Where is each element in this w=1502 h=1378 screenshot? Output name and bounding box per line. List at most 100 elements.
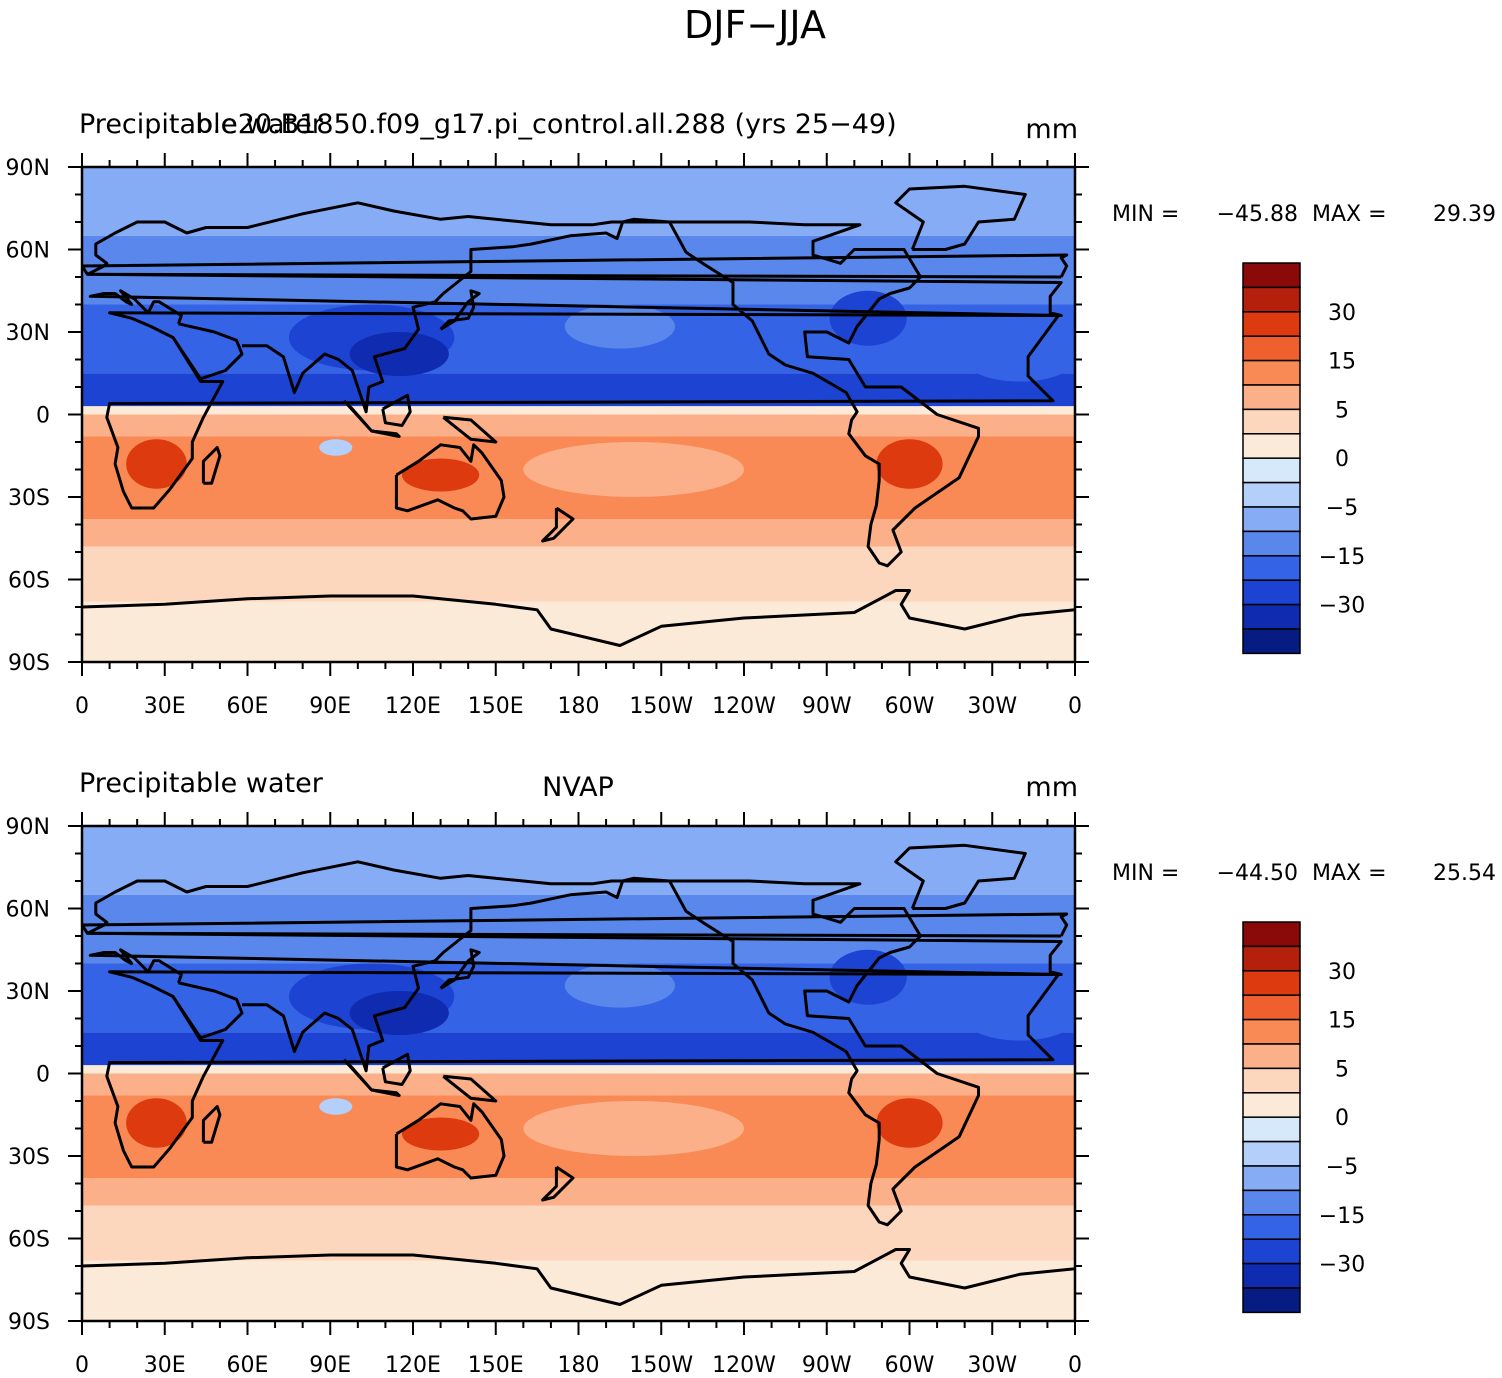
field-band xyxy=(82,414,1075,437)
field-band xyxy=(82,601,1075,662)
colorbar-swatch xyxy=(1242,1189,1301,1216)
colorbar-swatch xyxy=(1242,1140,1301,1167)
min-value: −45.88 xyxy=(1217,202,1298,227)
field-blob xyxy=(126,439,187,489)
lon-tick-label: 30E xyxy=(144,694,186,719)
field-blob xyxy=(915,859,1015,892)
figure-title: DJF−JJA xyxy=(684,3,826,47)
lon-tick-label: 0 xyxy=(1068,1353,1082,1378)
coastline xyxy=(171,322,244,381)
field-band xyxy=(82,1065,1075,1074)
colorbar-swatch xyxy=(1242,921,1301,948)
max-label: MAX = xyxy=(1312,861,1387,886)
field-blob xyxy=(319,439,353,456)
colorbar-swatch xyxy=(1242,311,1301,337)
coastline xyxy=(82,1248,1075,1306)
field-band xyxy=(82,1178,1075,1206)
lat-tick-label: 30N xyxy=(6,980,50,1005)
field-blob xyxy=(915,200,1015,233)
colorbar-swatch xyxy=(1242,1116,1301,1143)
coastline xyxy=(82,912,1069,938)
map-panel-1: 90N 60N 30N 0 30S 60S 90S 0 30E 60E 90E 120E 150E 180… xyxy=(6,109,1496,719)
field-band xyxy=(82,406,1075,415)
panel-case-label: NVAP xyxy=(542,772,614,803)
lon-tick-label: 180 xyxy=(558,694,600,719)
colorbar-swatch xyxy=(1242,384,1301,411)
lon-tick-label: 120E xyxy=(385,1353,441,1378)
colorbar-swatch xyxy=(1242,286,1301,313)
coastline xyxy=(541,506,575,543)
colorbar-label: 0 xyxy=(1335,1106,1349,1131)
coastline xyxy=(442,415,498,444)
lat-tick-label: 0 xyxy=(36,404,50,429)
colorbar-swatch xyxy=(1242,408,1301,435)
lat-tick-label: 90N xyxy=(6,815,50,840)
lat-tick-label: 90S xyxy=(8,651,50,676)
lon-tick-label: 90E xyxy=(309,694,351,719)
colorbar-label: 30 xyxy=(1328,301,1356,326)
colorbar: 30 15 5 0 −5 −15 −30 xyxy=(1242,262,1365,655)
lon-tick-label: 30W xyxy=(967,1353,1017,1378)
field-band xyxy=(82,1260,1075,1321)
lon-tick-label: 150E xyxy=(468,694,524,719)
colorbar: 30 15 5 0 −5 −15 −30 xyxy=(1242,921,1365,1314)
colorbar-swatch xyxy=(1242,945,1301,972)
field-band xyxy=(82,546,1075,602)
lon-tick-label: 60E xyxy=(227,1353,269,1378)
lat-tick-label: 60S xyxy=(8,1228,50,1253)
colorbar-swatch xyxy=(1242,603,1301,630)
colorbar-label: 0 xyxy=(1335,447,1349,472)
coastline xyxy=(439,948,481,990)
colorbar-label: 5 xyxy=(1335,398,1349,423)
coastline xyxy=(394,1102,506,1180)
field-blob xyxy=(349,332,449,376)
field-band xyxy=(82,894,1075,964)
colorbar-swatch xyxy=(1242,1238,1301,1265)
colorbar-swatch xyxy=(1242,1043,1301,1070)
colorbar-label: −15 xyxy=(1319,545,1365,570)
lon-tick-label: 30E xyxy=(144,1353,186,1378)
colorbar-swatch xyxy=(1242,481,1301,508)
lon-tick-label: 120E xyxy=(385,694,441,719)
min-label: MIN = xyxy=(1112,861,1179,886)
lon-tick-label: 60W xyxy=(885,694,935,719)
field-blob xyxy=(964,337,1075,382)
coastline xyxy=(342,399,374,433)
max-value: 29.39 xyxy=(1433,202,1496,227)
field-blob xyxy=(564,963,676,1008)
coastline xyxy=(171,981,244,1040)
coastline xyxy=(894,184,1027,251)
coastline xyxy=(201,446,222,485)
colorbar-swatch xyxy=(1242,628,1301,655)
coastline xyxy=(894,843,1027,910)
lat-tick-label: 90S xyxy=(8,1310,50,1335)
colorbar-label: 15 xyxy=(1328,350,1356,375)
lon-tick-label: 120W xyxy=(712,1353,776,1378)
colorbar-label: −30 xyxy=(1319,1253,1365,1278)
field-blob xyxy=(964,996,1075,1041)
lon-tick-label: 0 xyxy=(75,694,89,719)
coastline xyxy=(105,311,1060,510)
lat-tick-label: 30N xyxy=(6,321,50,346)
colorbar-swatch xyxy=(1242,335,1301,362)
field-band xyxy=(82,235,1075,305)
lon-tick-label: 150W xyxy=(629,694,693,719)
coastline xyxy=(371,1088,401,1097)
coastline xyxy=(442,1074,498,1103)
lon-tick-label: 180 xyxy=(558,1353,600,1378)
colorbar-swatch xyxy=(1242,530,1301,557)
lon-tick-label: 60E xyxy=(227,694,269,719)
coastline xyxy=(381,1052,412,1086)
colorbar-swatch xyxy=(1242,262,1301,289)
colorbar-label: −5 xyxy=(1326,496,1358,521)
colorbar-label: −30 xyxy=(1319,594,1365,619)
field-band xyxy=(82,1205,1075,1261)
min-label: MIN = xyxy=(1112,202,1179,227)
panel-case-label: b.e20.B1850.f09_g17.pi_control.all.288 (… xyxy=(195,109,896,140)
colorbar-label: 5 xyxy=(1335,1057,1349,1082)
lon-tick-label: 120W xyxy=(712,694,776,719)
colorbar-swatch xyxy=(1242,1214,1301,1240)
coastline xyxy=(105,970,1060,1169)
lon-tick-label: 150W xyxy=(629,1353,693,1378)
field-band xyxy=(82,519,1075,547)
